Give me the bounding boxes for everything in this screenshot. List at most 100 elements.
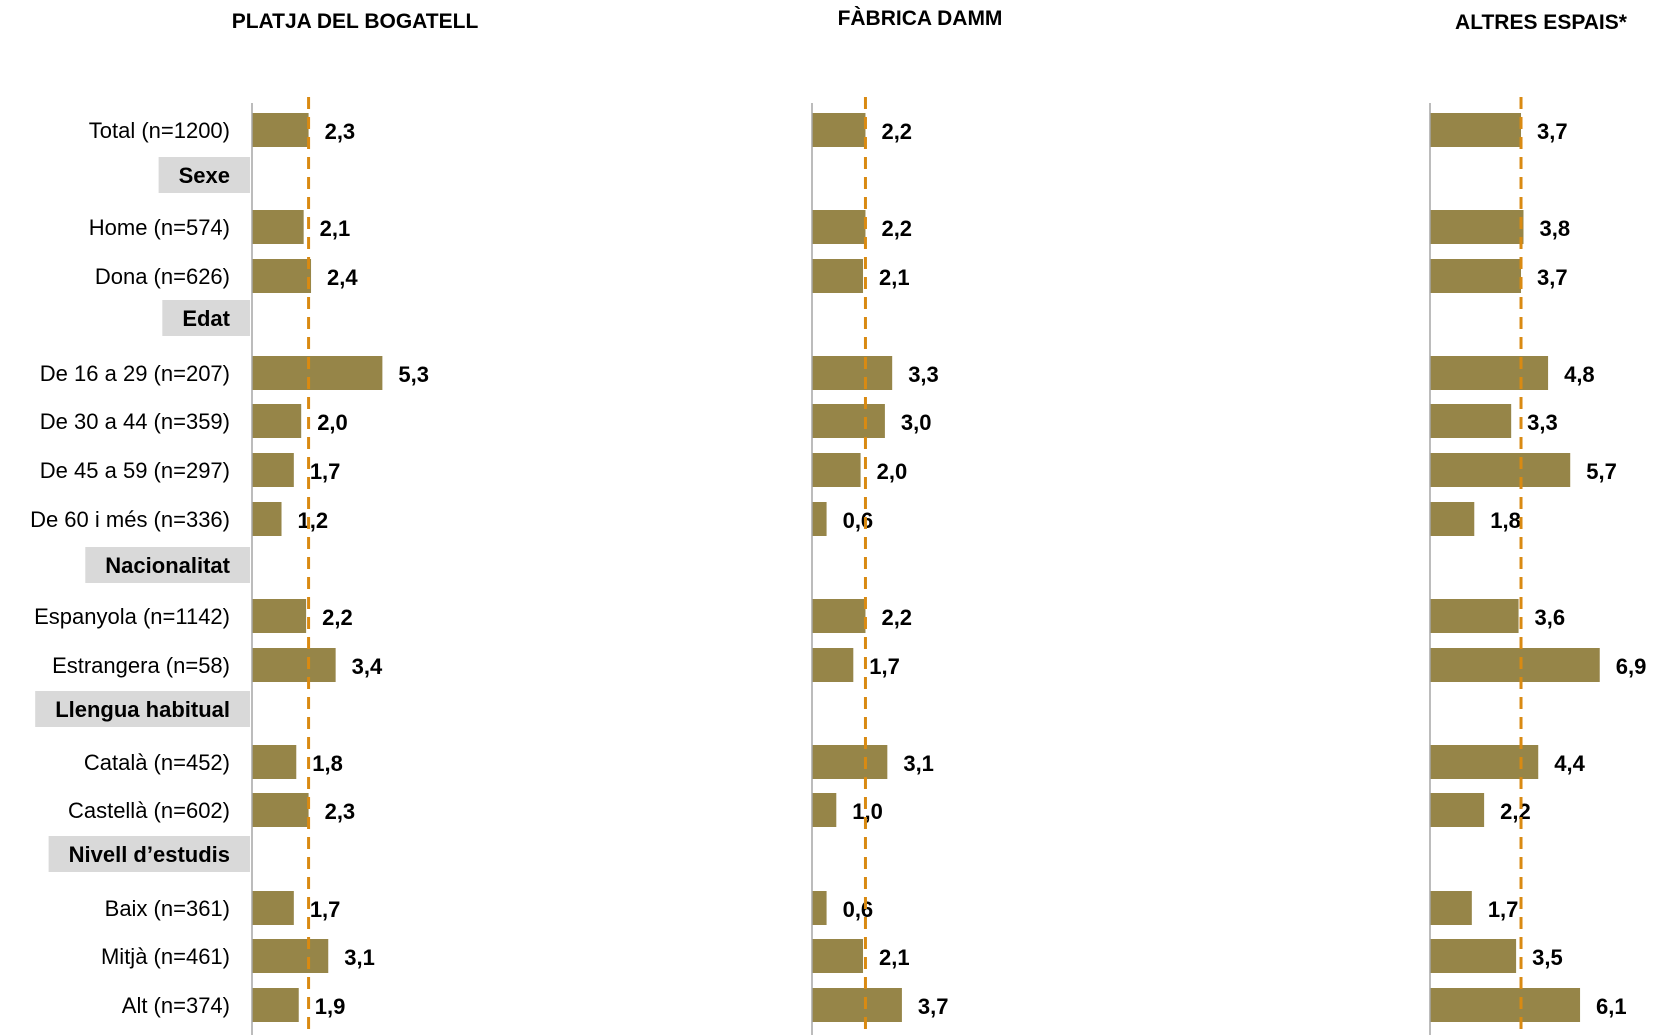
data-label: 4,8	[1564, 362, 1595, 387]
bar	[252, 988, 299, 1022]
bar	[812, 453, 861, 487]
bar	[252, 453, 294, 487]
data-label: 3,5	[1532, 945, 1563, 970]
data-label: 0,6	[843, 897, 874, 922]
bar	[252, 939, 329, 973]
bar	[1430, 259, 1522, 293]
data-label: 5,3	[398, 362, 429, 387]
data-label: 1,7	[310, 897, 341, 922]
category-label: Dona (n=626)	[95, 264, 230, 289]
data-label: 3,7	[1537, 265, 1568, 290]
bar	[252, 793, 309, 827]
category-label: Castellà (n=602)	[68, 798, 230, 823]
bar	[252, 648, 336, 682]
bar	[812, 502, 827, 536]
data-label: 5,7	[1586, 459, 1617, 484]
bar	[1430, 939, 1517, 973]
category-label: Total (n=1200)	[89, 118, 230, 143]
data-label: 2,1	[320, 216, 351, 241]
group-label-background	[85, 547, 250, 583]
group-label: Nacionalitat	[105, 553, 230, 578]
bar	[812, 113, 866, 147]
category-label: Mitjà (n=461)	[101, 944, 230, 969]
data-label: 1,7	[1488, 897, 1519, 922]
data-label: 3,1	[903, 751, 934, 776]
category-label: Català (n=452)	[84, 750, 230, 775]
group-label: Sexe	[179, 163, 230, 188]
category-label: Baix (n=361)	[105, 896, 230, 921]
bar	[252, 745, 297, 779]
data-label: 0,6	[843, 508, 874, 533]
bar	[812, 939, 864, 973]
bar	[1430, 113, 1522, 147]
data-label: 3,6	[1535, 605, 1566, 630]
bar	[1430, 404, 1512, 438]
bar	[252, 113, 309, 147]
category-label: Espanyola (n=1142)	[34, 604, 230, 629]
bar	[812, 210, 866, 244]
data-label: 3,8	[1539, 216, 1570, 241]
data-label: 1,8	[312, 751, 343, 776]
data-label: 2,0	[877, 459, 908, 484]
bar	[252, 502, 282, 536]
data-label: 2,3	[325, 799, 356, 824]
bar	[1430, 648, 1600, 682]
bar	[1430, 793, 1485, 827]
data-label: 1,9	[315, 994, 346, 1019]
bar	[1430, 988, 1581, 1022]
group-label-background	[48, 836, 250, 872]
group-label: Edat	[182, 306, 230, 331]
data-label: 2,2	[881, 119, 912, 144]
bar	[812, 793, 837, 827]
data-label: 2,2	[322, 605, 353, 630]
bar	[252, 404, 302, 438]
bar	[812, 891, 827, 925]
group-label: Nivell d’estudis	[69, 842, 230, 867]
panel-title: FÀBRICA DAMM	[838, 7, 1003, 30]
data-label: 2,2	[1500, 799, 1531, 824]
bar	[812, 356, 893, 390]
bar	[252, 891, 294, 925]
data-label: 1,0	[852, 799, 883, 824]
panel-title: PLATJA DEL BOGATELL	[232, 10, 479, 33]
group-label-background	[158, 157, 250, 193]
data-label: 2,0	[317, 410, 348, 435]
group-label-background	[162, 300, 250, 336]
data-label: 2,1	[879, 265, 910, 290]
data-label: 4,4	[1554, 751, 1585, 776]
bar	[1430, 210, 1524, 244]
group-label: Llengua habitual	[55, 697, 230, 722]
data-label: 3,3	[1527, 410, 1558, 435]
bar	[1430, 453, 1571, 487]
data-label: 2,2	[881, 605, 912, 630]
data-label: 6,1	[1596, 994, 1627, 1019]
bar	[252, 259, 312, 293]
data-label: 2,4	[327, 265, 358, 290]
data-label: 2,2	[881, 216, 912, 241]
data-label: 3,7	[1537, 119, 1568, 144]
bar	[252, 210, 304, 244]
data-label: 1,7	[869, 654, 900, 679]
data-label: 2,1	[879, 945, 910, 970]
bar	[1430, 356, 1549, 390]
bar	[812, 988, 902, 1022]
bar	[1430, 891, 1472, 925]
data-label: 2,3	[325, 119, 356, 144]
data-label: 3,7	[918, 994, 949, 1019]
bar	[252, 599, 307, 633]
bar	[812, 648, 854, 682]
category-label: Estrangera (n=58)	[52, 653, 230, 678]
bar	[812, 259, 864, 293]
data-label: 3,1	[344, 945, 375, 970]
data-label: 1,2	[298, 508, 329, 533]
data-label: 3,0	[901, 410, 932, 435]
data-label: 1,8	[1490, 508, 1521, 533]
data-label: 6,9	[1616, 654, 1647, 679]
bar	[1430, 502, 1475, 536]
category-label: De 30 a 44 (n=359)	[40, 409, 230, 434]
category-label: De 45 a 59 (n=297)	[40, 458, 230, 483]
panel-title: ALTRES ESPAIS*	[1455, 11, 1628, 34]
bar	[252, 356, 383, 390]
group-label-background	[35, 691, 250, 727]
